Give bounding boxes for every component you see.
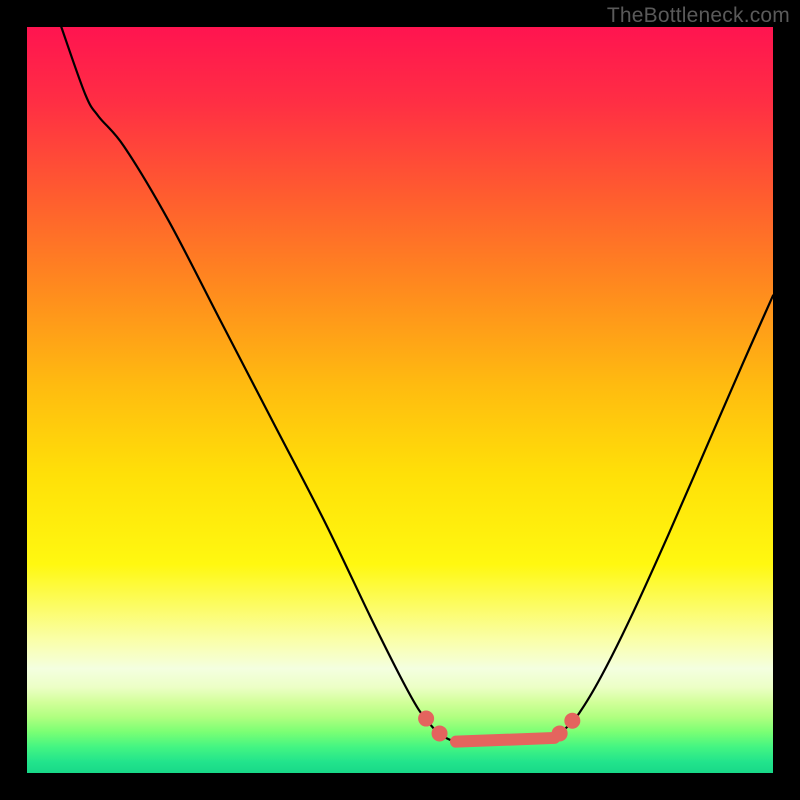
plot-area <box>27 27 773 773</box>
optimal-dot <box>564 713 580 729</box>
optimal-segment <box>456 738 554 742</box>
optimal-dot <box>552 725 568 741</box>
optimal-dot <box>432 725 448 741</box>
watermark-text: TheBottleneck.com <box>607 4 790 28</box>
curve-layer <box>27 27 773 773</box>
bottleneck-curve <box>61 27 773 743</box>
optimal-dot <box>418 711 434 727</box>
optimal-range-highlight <box>418 711 580 742</box>
